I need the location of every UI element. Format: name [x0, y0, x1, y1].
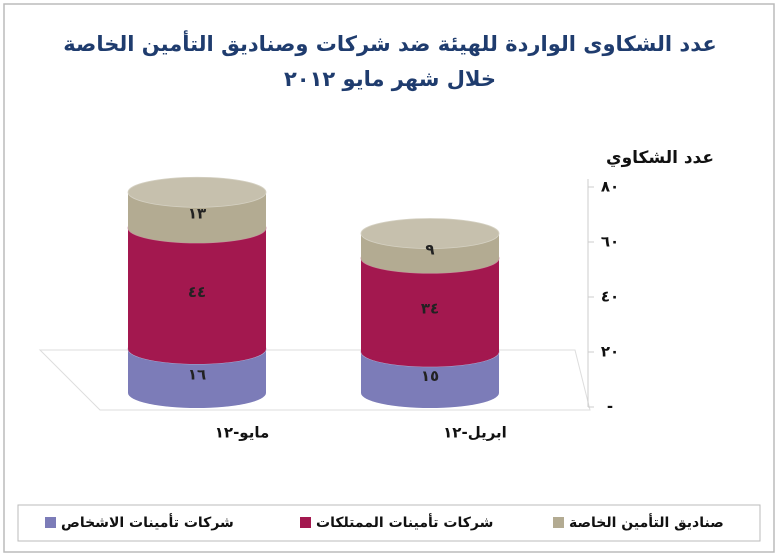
data-label: ١٣	[188, 205, 206, 223]
x-tick-label: ابريل-١٢	[443, 424, 507, 442]
y-tick-label: ٨٠	[601, 178, 619, 196]
legend-swatch	[300, 517, 311, 528]
segment-body	[361, 258, 499, 352]
chart-subtitle: خلال شهر مايو ٢٠١٢	[284, 67, 496, 91]
legend-box	[17, 504, 761, 542]
data-label: ٩	[425, 240, 434, 258]
chart-title: عدد الشكاوى الواردة للهيئة ضد شركات وصنا…	[63, 29, 716, 56]
legend-swatch	[553, 517, 564, 528]
y-tick-label: ٢٠	[601, 343, 619, 361]
segment-top	[127, 176, 267, 208]
legend-label: شركات تأمينات الممتلكات	[316, 513, 493, 531]
data-label: ٣٤	[421, 300, 439, 318]
legend-swatch	[45, 517, 56, 528]
x-tick-label: مايو-١٢	[215, 424, 270, 442]
segment-body	[128, 228, 266, 349]
y-tick-label: ٦٠	[601, 233, 619, 251]
data-label: ١٦	[188, 366, 206, 384]
data-label: ٤٤	[188, 283, 206, 301]
bar-segment	[127, 176, 267, 243]
data-label: ١٥	[421, 367, 439, 385]
y-axis-label: عدد الشكاوي	[606, 148, 714, 168]
segment-top	[360, 218, 500, 249]
legend-label: صناديق التأمين الخاصة	[569, 513, 724, 531]
bar-segment	[360, 218, 500, 274]
legend-label: شركات تأمينات الاشخاص	[61, 513, 234, 531]
y-tick-label: -	[607, 398, 613, 416]
y-tick-label: ٤٠	[601, 288, 619, 306]
